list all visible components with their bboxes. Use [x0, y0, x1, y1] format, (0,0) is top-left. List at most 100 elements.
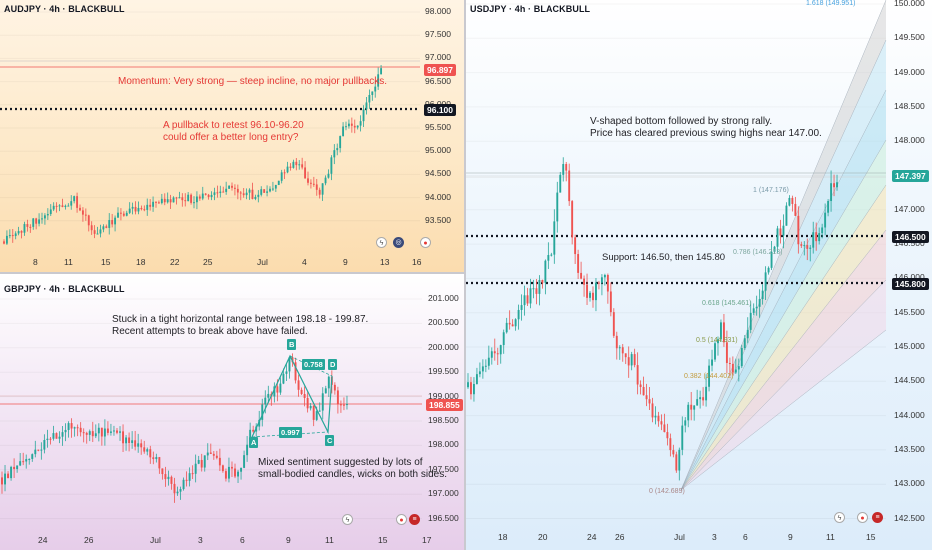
gbpjpy-price-tick: 199.000: [428, 390, 459, 401]
usdjpy-candle: [758, 289, 761, 318]
audjpy-candle: [377, 67, 380, 90]
usdjpy-candle: [592, 286, 594, 308]
lightning-icon[interactable]: ϟ: [834, 512, 845, 523]
audjpy-price-tick: 97.500: [425, 29, 451, 40]
panel-divider-vertical[interactable]: [464, 0, 466, 550]
flag-icon[interactable]: ≡: [409, 514, 420, 525]
usdjpy-candle: [562, 157, 565, 182]
usdjpy-candle: [678, 447, 681, 481]
usdjpy-candle: [651, 397, 654, 423]
audjpy-candle: [347, 119, 350, 129]
gbpjpy-price-tick: 199.500: [428, 366, 459, 377]
usdjpy-candle: [714, 340, 716, 362]
gbpjpy-candle: [112, 425, 115, 436]
gbpjpy-candle: [167, 470, 170, 486]
lightning-icon[interactable]: ϟ: [376, 237, 387, 248]
gbpjpy-candle: [25, 454, 28, 469]
usdjpy-candle: [595, 277, 597, 312]
usdjpy-time-label: 18: [498, 532, 508, 542]
gbpjpy-chart-panel[interactable]: GBPJPY · 4h · BLACKBULL Stuck in a tight…: [0, 274, 464, 550]
gbpjpy-candle: [91, 421, 94, 443]
audjpy-candle: [96, 226, 99, 235]
audjpy-candle: [26, 219, 29, 232]
event-icon[interactable]: ●: [857, 512, 868, 523]
gbpjpy-candle: [215, 450, 218, 460]
usdjpy-candle: [568, 163, 571, 206]
gbpjpy-time-label: 24: [38, 535, 48, 545]
usdjpy-chart-panel[interactable]: USDJPY · 4h · BLACKBULL V-shaped bottom …: [466, 0, 932, 550]
flag-icon[interactable]: ≡: [872, 512, 883, 523]
pattern-point-a: A: [249, 437, 259, 448]
audjpy-time-label: 25: [203, 257, 213, 267]
abcd-pattern-line: [251, 354, 333, 438]
gbpjpy-candle: [100, 427, 103, 446]
usdjpy-price-tick: 145.500: [894, 306, 925, 317]
audjpy-candle: [90, 221, 93, 235]
gbpjpy-candle: [73, 426, 76, 437]
fib-fan-ray: [680, 229, 887, 491]
usdjpy-candle: [603, 273, 606, 286]
usdjpy-candle: [684, 417, 687, 433]
usdjpy-candle: [520, 294, 523, 321]
usdjpy-candle: [791, 195, 794, 212]
audjpy-candle: [93, 225, 96, 239]
audjpy-candle: [365, 97, 368, 115]
usdjpy-candle: [761, 284, 764, 305]
gbpjpy-price-tick: 197.500: [428, 463, 459, 474]
gbpjpy-candle: [116, 427, 118, 435]
gbpjpy-candle: [209, 443, 212, 455]
audjpy-candle: [58, 204, 61, 212]
audjpy-candle: [304, 161, 307, 179]
gbpjpy-candle: [173, 477, 176, 503]
audjpy-candle: [172, 196, 175, 203]
gbpjpy-candle: [19, 452, 22, 467]
usdjpy-candle: [642, 376, 645, 396]
audjpy-candle: [149, 199, 152, 211]
gbpjpy-plot[interactable]: [0, 274, 464, 550]
gbpjpy-time-label: Jul: [150, 535, 161, 545]
lightning-icon[interactable]: ϟ: [342, 514, 353, 525]
audjpy-candle: [198, 194, 201, 201]
fib-level-label: 0.5 (144.931): [696, 337, 738, 344]
audjpy-plot[interactable]: [0, 0, 464, 272]
audjpy-candle: [38, 213, 41, 227]
flag-icon[interactable]: ◎: [393, 237, 404, 248]
audjpy-time-label: 22: [170, 257, 180, 267]
usdjpy-candle: [803, 241, 806, 256]
event-icon[interactable]: ●: [396, 514, 407, 525]
usdjpy-price-tick: 144.000: [894, 409, 925, 420]
gbpjpy-candle: [140, 439, 143, 455]
usdjpy-candle: [755, 295, 758, 316]
usdjpy-candle: [717, 336, 719, 356]
audjpy-candle: [292, 159, 295, 169]
audjpy-candle: [324, 175, 327, 186]
audjpy-candle: [67, 203, 70, 207]
gbpjpy-candle: [176, 486, 179, 496]
usdjpy-candle: [788, 195, 791, 207]
gbpjpy-candle: [82, 428, 85, 443]
usdjpy-candle: [743, 335, 746, 351]
audjpy-chart-panel[interactable]: AUDJPY · 4h · BLACKBULL Momentum: Very s…: [0, 0, 464, 272]
audjpy-candle: [146, 198, 149, 216]
gbpjpy-price-tick: 197.000: [428, 488, 459, 499]
usdjpy-price-tick: 142.500: [894, 512, 925, 523]
usdjpy-candle: [627, 346, 630, 378]
audjpy-candle: [312, 176, 315, 187]
panel-divider-horizontal[interactable]: [0, 272, 464, 274]
usdjpy-candle: [728, 357, 731, 377]
audjpy-candle: [187, 192, 190, 202]
audjpy-candle: [315, 178, 318, 196]
audjpy-candle: [231, 182, 233, 191]
usdjpy-plot[interactable]: [466, 0, 932, 550]
audjpy-price-tick: 93.500: [425, 214, 451, 225]
audjpy-time-label: 4: [302, 257, 307, 267]
usdjpy-candle: [773, 245, 776, 254]
usdjpy-candle: [681, 416, 684, 456]
gbpjpy-candle: [7, 471, 10, 479]
gbpjpy-candle: [64, 423, 67, 442]
audjpy-candle: [251, 182, 254, 200]
audjpy-candle: [286, 161, 289, 174]
event-icon[interactable]: ●: [420, 237, 431, 248]
gbpjpy-candle: [76, 424, 79, 437]
pattern-point-b: B: [287, 339, 297, 350]
